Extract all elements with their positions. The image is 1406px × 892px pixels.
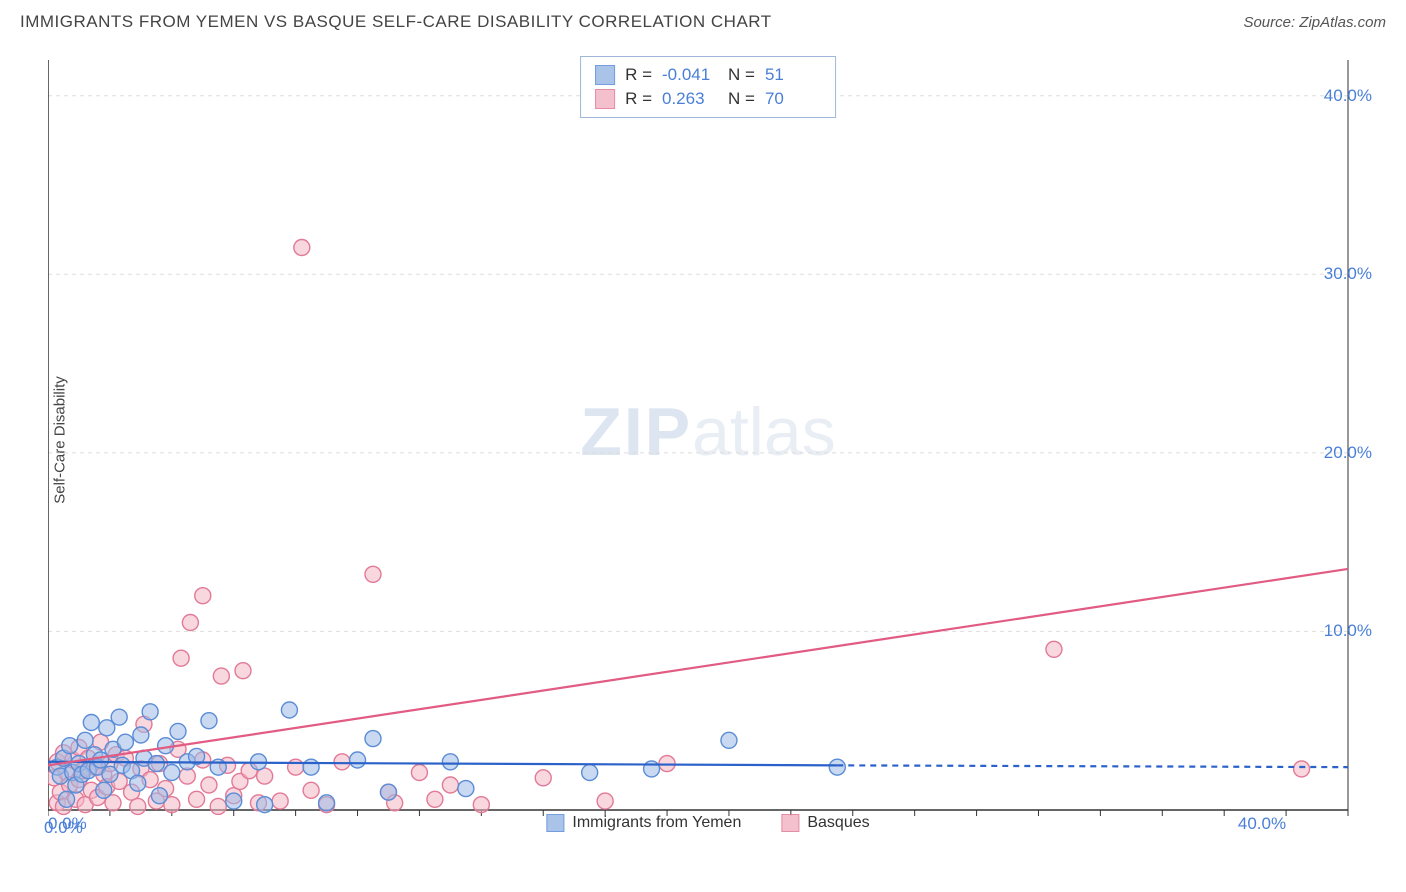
y-tick-label: 30.0%: [1324, 264, 1372, 284]
legend-r-label: R =: [625, 63, 652, 87]
legend-swatch-yemen: [595, 65, 615, 85]
chart-area: Self-Care Disability ZIPatlas R = -0.041…: [48, 50, 1368, 830]
legend-row-basques: R = 0.263 N = 70: [595, 87, 821, 111]
legend-n-yemen: 51: [765, 63, 821, 87]
legend-swatch-basques: [595, 89, 615, 109]
y-tick-label: 20.0%: [1324, 443, 1372, 463]
chart-header: IMMIGRANTS FROM YEMEN VS BASQUE SELF-CAR…: [20, 12, 1386, 32]
source-attribution: Source: ZipAtlas.com: [1243, 14, 1386, 31]
legend-n-basques: 70: [765, 87, 821, 111]
y-tick-label: 40.0%: [1324, 86, 1372, 106]
legend-row-yemen: R = -0.041 N = 51: [595, 63, 821, 87]
y-tick-label: 10.0%: [1324, 621, 1372, 641]
legend-r-basques: 0.263: [662, 87, 718, 111]
legend-r-label: R =: [625, 87, 652, 111]
legend-n-label: N =: [728, 63, 755, 87]
y-tick-label: 0.0%: [44, 818, 1372, 838]
chart-title: IMMIGRANTS FROM YEMEN VS BASQUE SELF-CAR…: [20, 12, 772, 32]
x-tick-label: 40.0%: [1238, 814, 1286, 834]
legend-correlation: R = -0.041 N = 51 R = 0.263 N = 70: [580, 56, 836, 118]
scatter-plot: [48, 50, 1368, 830]
legend-r-yemen: -0.041: [662, 63, 718, 87]
x-tick-label: 0.0%: [48, 814, 87, 834]
legend-n-label: N =: [728, 87, 755, 111]
